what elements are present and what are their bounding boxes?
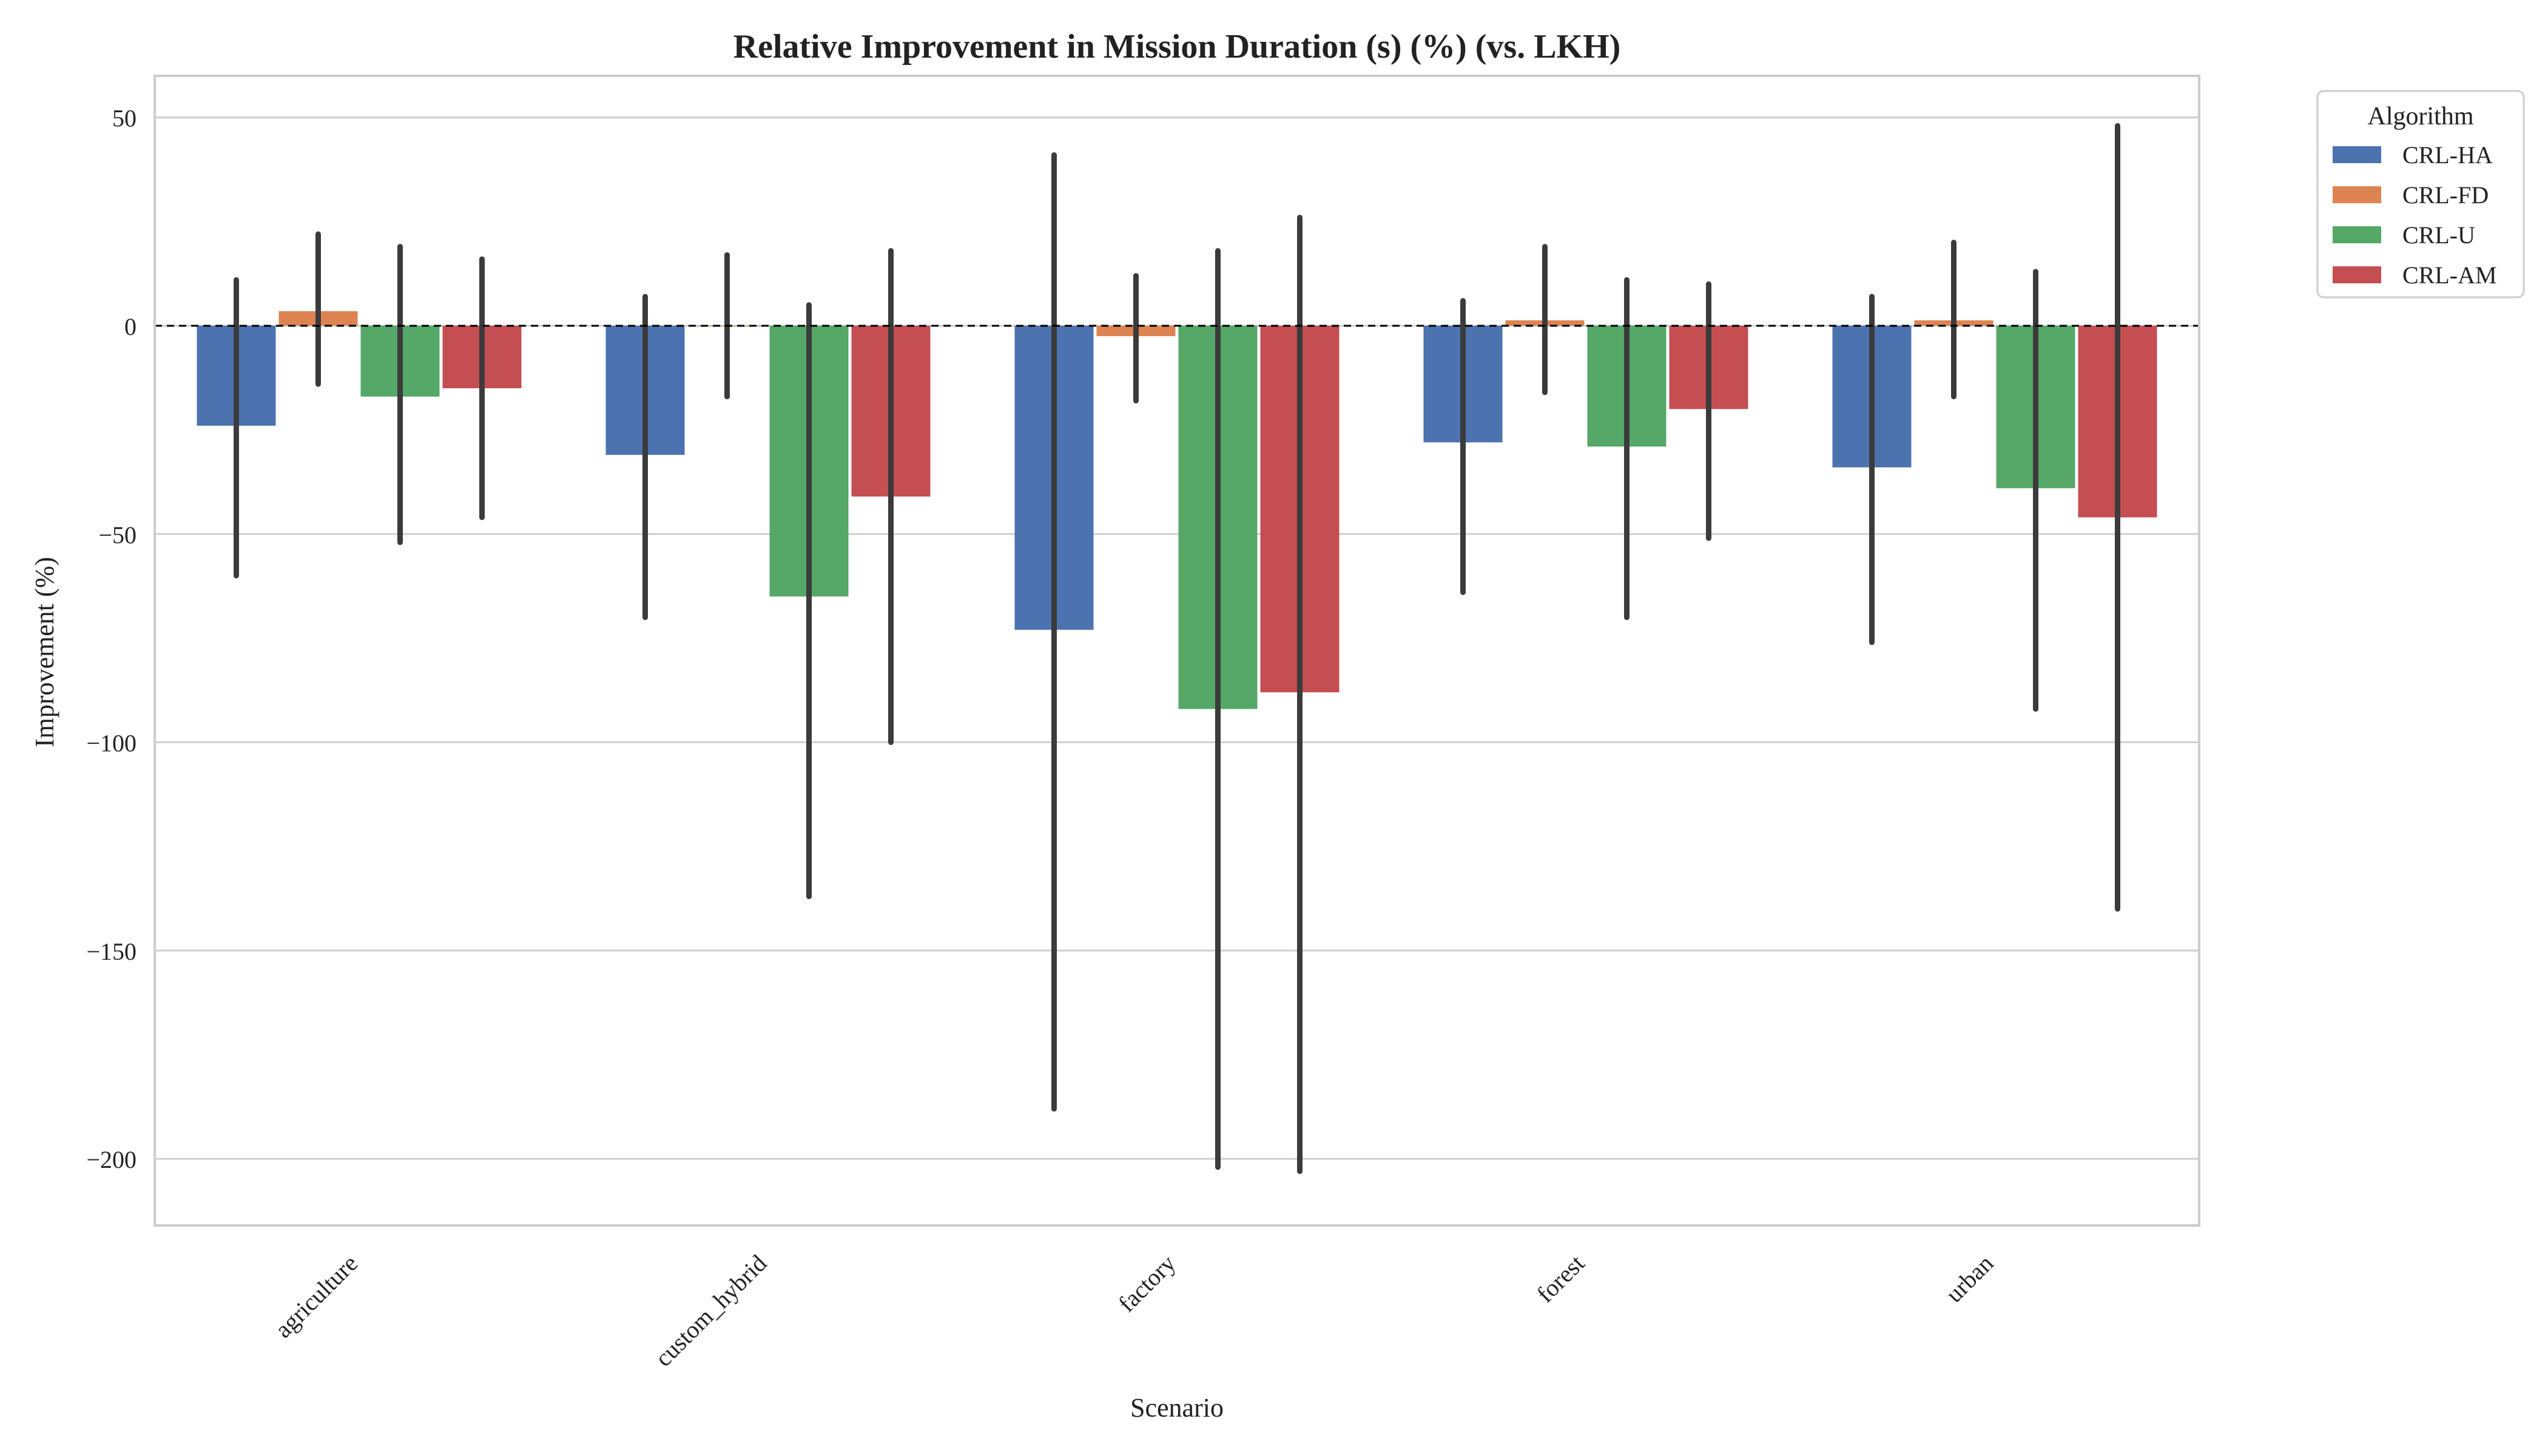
y-tick-label: −150 [86,938,136,965]
x-axis-label: Scenario [1130,1393,1224,1423]
y-tick-label: −200 [86,1146,136,1173]
legend-title: Algorithm [2368,103,2474,130]
y-tick-label: 50 [112,105,136,132]
y-tick-label: −50 [98,521,136,548]
y-axis-label: Improvement (%) [30,557,59,747]
legend-label-crl-fd: CRL-FD [2402,181,2489,209]
legend: Algorithm CRL-HA CRL-FD CRL-U CRL-AM [2316,90,2525,298]
legend-swatch-crl-ha [2333,146,2381,163]
chart-title: Relative Improvement in Mission Duration… [733,28,1621,66]
legend-label-crl-ha: CRL-HA [2402,141,2493,169]
legend-swatch-crl-fd [2333,186,2381,203]
legend-frame [2316,90,2525,298]
legend-swatch-crl-u [2333,226,2381,243]
plot-frame [153,75,2200,1227]
legend-swatch-crl-am [2333,266,2381,283]
y-tick-label: −100 [86,730,136,757]
legend-label-crl-u: CRL-U [2402,221,2475,249]
y-tick-label: 0 [124,313,136,340]
error-bars [234,123,2120,1175]
legend-label-crl-am: CRL-AM [2402,261,2497,289]
